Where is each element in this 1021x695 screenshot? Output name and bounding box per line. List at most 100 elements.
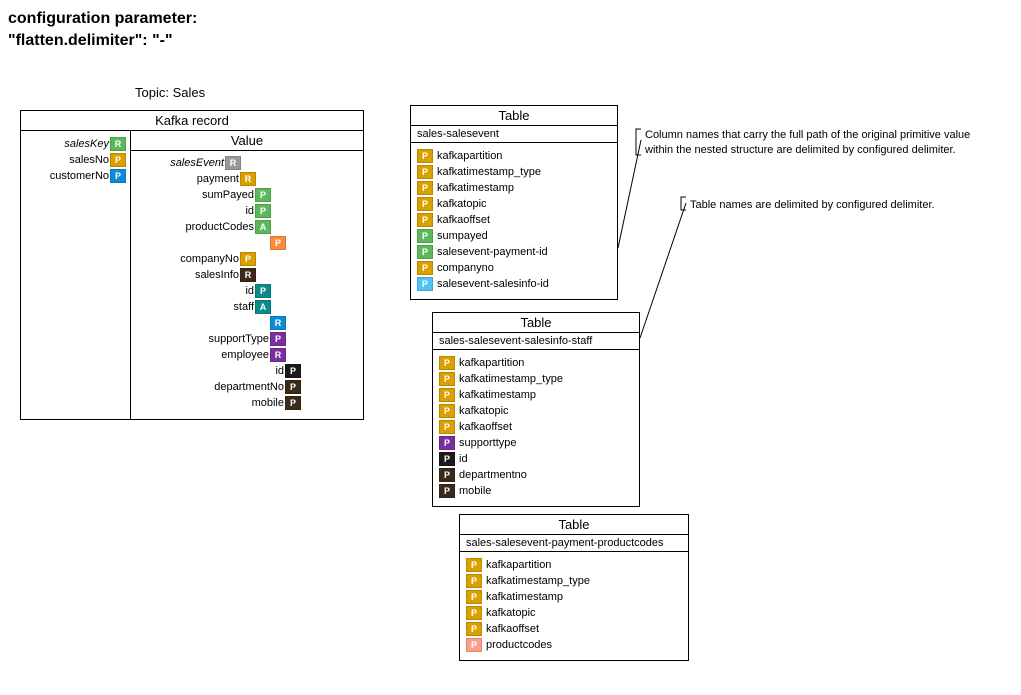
type-chip: P <box>255 284 271 298</box>
type-chip: P <box>270 332 286 346</box>
column-row: Psalesevent-salesinfo-id <box>417 277 611 291</box>
value-field-row: idP <box>135 283 359 299</box>
note-line: within the nested structure are delimite… <box>645 143 970 158</box>
key-column: salesKeyRsalesNoPcustomerNoP <box>21 132 130 192</box>
value-field-row: salesEventR <box>135 155 359 171</box>
table-box: Tablesales-saleseventPkafkapartitionPkaf… <box>410 105 618 300</box>
type-chip: P <box>255 188 271 202</box>
type-chip: P <box>417 165 433 179</box>
value-field-row: staffA <box>135 299 359 315</box>
type-chip: R <box>110 137 126 151</box>
field-label: salesInfo <box>195 268 240 282</box>
column-row: Pid <box>439 452 633 466</box>
value-column: salesEventRpaymentRsumPayedPidPproductCo… <box>131 151 363 419</box>
table-title: Table <box>433 313 639 333</box>
heading-line-2: "flatten.delimiter": "-" <box>8 30 1013 52</box>
column-label: kafkatimestamp <box>486 591 563 603</box>
field-label: salesEvent <box>170 156 225 170</box>
table-title: Table <box>411 106 617 126</box>
table-body: PkafkapartitionPkafkatimestamp_typePkafk… <box>411 143 617 299</box>
column-row: Pkafkatimestamp <box>466 590 682 604</box>
type-chip: R <box>225 156 241 170</box>
value-field-row: employeeR <box>135 347 359 363</box>
field-label: salesNo <box>69 153 110 167</box>
column-label: salesevent-salesinfo-id <box>437 278 549 290</box>
field-label: supportType <box>208 332 270 346</box>
type-chip: P <box>110 169 126 183</box>
column-label: kafkatimestamp <box>437 182 514 194</box>
note-line: Column names that carry the full path of… <box>645 128 970 143</box>
type-chip: P <box>417 213 433 227</box>
type-chip: P <box>240 252 256 266</box>
column-row: Psumpayed <box>417 229 611 243</box>
column-label: kafkatimestamp_type <box>437 166 541 178</box>
column-row: Pkafkatimestamp_type <box>439 372 633 386</box>
column-label: salesevent-payment-id <box>437 246 548 258</box>
heading-line-1: configuration parameter: <box>8 8 1013 30</box>
field-label: mobile <box>252 396 285 410</box>
type-chip: P <box>110 153 126 167</box>
key-field-row: salesKeyR <box>25 136 126 152</box>
column-label: companyno <box>437 262 494 274</box>
column-label: kafkatopic <box>437 198 487 210</box>
value-field-row: productCodesA <box>135 219 359 235</box>
field-label: payment <box>197 172 240 186</box>
column-label: kafkapartition <box>486 559 551 571</box>
table-name: sales-salesevent-payment-productcodes <box>460 535 688 552</box>
column-row: Pkafkapartition <box>439 356 633 370</box>
column-row: Pkafkaoffset <box>466 622 682 636</box>
column-row: Pkafkatopic <box>417 197 611 211</box>
column-row: Pcompanyno <box>417 261 611 275</box>
field-label: id <box>275 364 285 378</box>
table-body: Pkafkapartition Pkafkatimestamp_type Pkafk… <box>460 552 688 660</box>
value-field-row: mobileP <box>135 395 359 411</box>
type-chip: P <box>439 484 455 498</box>
table-name: sales-salesevent <box>411 126 617 143</box>
column-label: kafkatimestamp <box>459 389 536 401</box>
column-row: Pkafkatimestamp <box>439 388 633 402</box>
type-chip: P <box>439 452 455 466</box>
column-label: kafkatimestamp_type <box>486 575 590 587</box>
column-label: mobile <box>459 485 491 497</box>
column-row: Pproductcodes <box>466 638 682 652</box>
type-chip: R <box>240 172 256 186</box>
annotation-note: Column names that carry the full path of… <box>645 128 970 158</box>
annotation-note: Table names are delimited by configured … <box>690 198 935 213</box>
field-label: salesKey <box>64 137 110 151</box>
type-chip: P <box>417 181 433 195</box>
type-chip: P <box>439 468 455 482</box>
type-chip: P <box>285 380 301 394</box>
type-chip: P <box>285 396 301 410</box>
table-name: sales-salesevent-salesinfo-staff <box>433 333 639 350</box>
type-chip: P <box>285 364 301 378</box>
column-row: Psupporttype <box>439 436 633 450</box>
field-label: id <box>245 204 255 218</box>
column-row: Pdepartmentno <box>439 468 633 482</box>
field-label: productCodes <box>186 220 256 234</box>
column-row: Pkafkapartition <box>466 558 682 572</box>
table-body: Pkafkapartition Pkafkatimestamp_type Pkafk… <box>433 350 639 506</box>
type-chip: P <box>439 420 455 434</box>
column-row: Pkafkatimestamp <box>417 181 611 195</box>
value-field-row: P <box>135 235 359 251</box>
type-chip: P <box>439 356 455 370</box>
type-chip: P <box>417 197 433 211</box>
table-title: Table <box>460 515 688 535</box>
column-label: kafkatopic <box>486 607 536 619</box>
value-field-row: paymentR <box>135 171 359 187</box>
type-chip: P <box>439 436 455 450</box>
value-field-row: idP <box>135 203 359 219</box>
field-label: staff <box>233 300 255 314</box>
column-label: kafkatopic <box>459 405 509 417</box>
config-heading: configuration parameter: "flatten.delimi… <box>8 8 1013 53</box>
value-field-row: salesInfoR <box>135 267 359 283</box>
key-field-row: customerNoP <box>25 168 126 184</box>
type-chip: R <box>270 316 286 330</box>
field-label: departmentNo <box>214 380 285 394</box>
field-label: companyNo <box>180 252 240 266</box>
column-row: Pkafkatimestamp_type <box>466 574 682 588</box>
type-chip: P <box>417 245 433 259</box>
table-box: Tablesales-salesevent-salesinfo-staffPka… <box>432 312 640 507</box>
kafka-record-box: Kafka record salesKeyRsalesNoPcustomerNo… <box>20 110 364 420</box>
type-chip: R <box>240 268 256 282</box>
